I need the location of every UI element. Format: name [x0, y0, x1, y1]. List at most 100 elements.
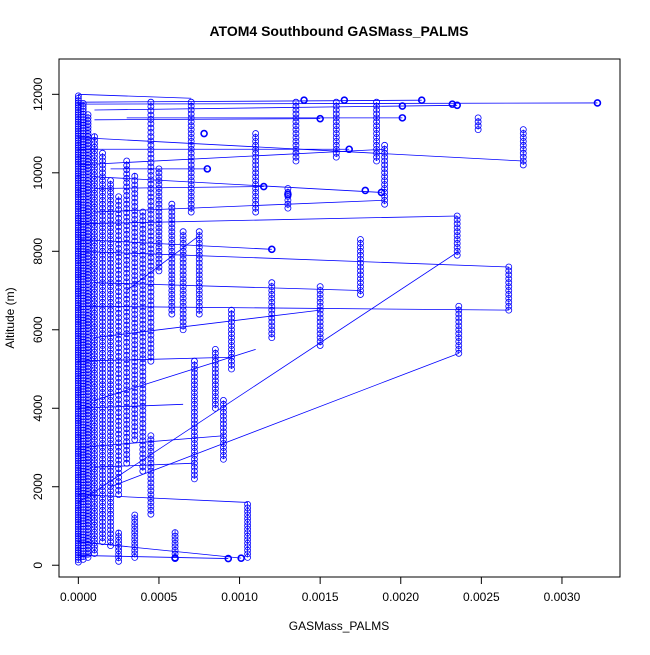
- data-point: [453, 212, 461, 220]
- data-point: [139, 208, 147, 216]
- data-point: [91, 133, 98, 141]
- data-point: [74, 283, 82, 291]
- data-point: [267, 245, 276, 254]
- data-point: [79, 533, 87, 541]
- data-point: [123, 209, 131, 217]
- data-point: [74, 483, 82, 491]
- data-point: [123, 442, 131, 450]
- data-point: [191, 381, 198, 389]
- data-point: [131, 427, 139, 435]
- data-point: [200, 129, 208, 138]
- data-point: [357, 291, 364, 298]
- data-point: [474, 122, 482, 130]
- data-point: [74, 403, 82, 411]
- data-point: [99, 338, 106, 345]
- data-point: [373, 110, 380, 118]
- data-point: [74, 221, 82, 229]
- data-point: [211, 365, 219, 373]
- data-point: [453, 220, 461, 228]
- data-point: [292, 134, 300, 141]
- data-point: [74, 349, 82, 356]
- data-point: [131, 298, 139, 305]
- data-point: [115, 557, 123, 565]
- data-point: [131, 546, 139, 554]
- data-point: [123, 265, 131, 273]
- data-point: [91, 242, 98, 250]
- data-point: [168, 204, 176, 212]
- data-point: [91, 366, 98, 374]
- data-point: [115, 426, 123, 434]
- data-point: [191, 455, 198, 463]
- data-point: [155, 185, 163, 192]
- data-point: [139, 346, 147, 354]
- data-point: [107, 243, 114, 251]
- data-point: [115, 430, 123, 438]
- data-point: [453, 236, 461, 243]
- data-point: [139, 329, 147, 337]
- data-point: [268, 306, 276, 314]
- data-point: [99, 306, 106, 314]
- data-point: [244, 504, 252, 512]
- data-point: [107, 440, 114, 447]
- data-point: [268, 322, 276, 330]
- data-point: [332, 153, 340, 161]
- data-point: [79, 196, 87, 203]
- data-point: [107, 475, 114, 483]
- data-point: [191, 444, 198, 451]
- data-point: [179, 240, 187, 247]
- data-point: [139, 376, 147, 384]
- data-point: [252, 181, 260, 188]
- data-point: [99, 400, 106, 408]
- data-point: [74, 549, 82, 557]
- data-point: [74, 367, 82, 375]
- data-point: [123, 252, 131, 260]
- data-point: [79, 536, 87, 544]
- data-point: [91, 295, 98, 303]
- data-point: [155, 220, 163, 228]
- data-point: [107, 479, 114, 487]
- data-point: [107, 247, 114, 255]
- data-point: [139, 441, 147, 449]
- data-point: [74, 323, 82, 331]
- data-point: [123, 235, 131, 243]
- data-point: [99, 357, 106, 365]
- data-point: [211, 361, 219, 369]
- data-point: [79, 327, 87, 335]
- data-point: [284, 204, 292, 212]
- data-point: [123, 433, 131, 441]
- data-point: [91, 260, 98, 268]
- data-point: [474, 114, 482, 122]
- data-point: [91, 218, 98, 225]
- data-point: [168, 255, 176, 263]
- data-point: [195, 306, 203, 314]
- data-point: [147, 444, 155, 451]
- data-point: [74, 356, 82, 363]
- data-point: [99, 314, 106, 322]
- data-point: [187, 114, 195, 122]
- data-point: [115, 296, 123, 304]
- data-point: [123, 330, 131, 338]
- data-point: [79, 292, 87, 300]
- data-point: [131, 345, 139, 353]
- data-point: [79, 275, 87, 283]
- data-point: [79, 319, 87, 327]
- data-point: [147, 340, 155, 348]
- connector-line: [78, 93, 192, 99]
- data-point: [268, 287, 276, 294]
- connector-line: [94, 282, 361, 291]
- data-point: [91, 253, 98, 261]
- data-point: [191, 471, 198, 479]
- data-point: [91, 320, 98, 328]
- data-point: [91, 486, 98, 494]
- data-point: [107, 416, 114, 424]
- data-point: [131, 515, 139, 522]
- data-point: [228, 326, 235, 334]
- data-point: [74, 471, 82, 479]
- data-point: [453, 216, 461, 224]
- data-point: [107, 283, 114, 291]
- data-point: [99, 479, 106, 487]
- data-point: [79, 187, 87, 195]
- data-point: [99, 169, 106, 177]
- data-point: [79, 415, 87, 423]
- data-point: [171, 529, 179, 537]
